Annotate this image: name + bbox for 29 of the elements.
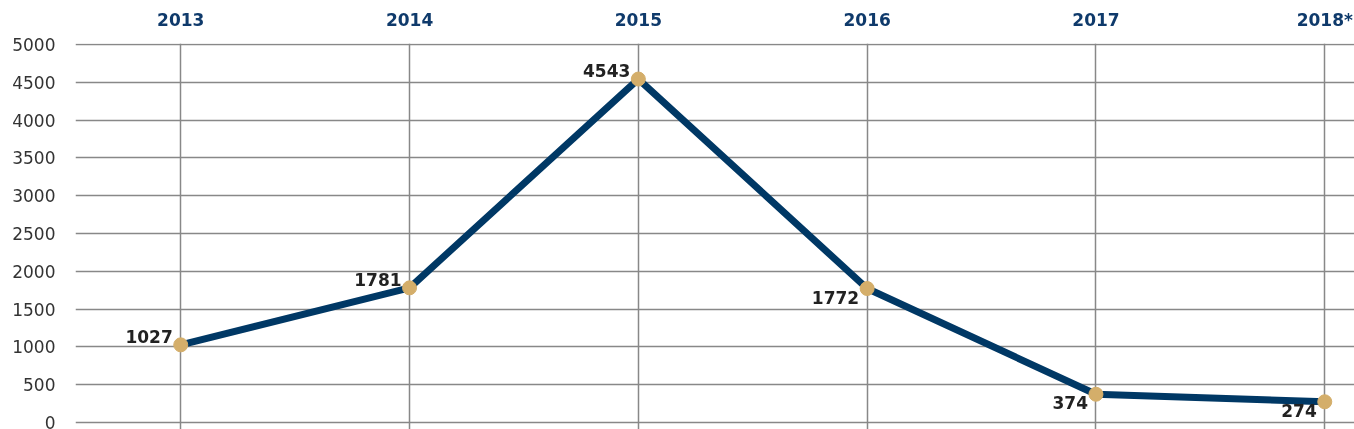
x-tick-label: 2016 bbox=[843, 9, 891, 30]
point bbox=[173, 337, 189, 353]
point bbox=[1317, 394, 1333, 410]
y-tick-label: 2500 bbox=[12, 224, 56, 244]
y-tick-label: 3500 bbox=[12, 148, 56, 169]
data-label: 4543 bbox=[583, 61, 631, 82]
y-tick-label: 2000 bbox=[12, 261, 56, 282]
y-tick-label: 1000 bbox=[12, 337, 56, 358]
y-tick-label: 4500 bbox=[12, 72, 56, 93]
data-label: 374 bbox=[1052, 393, 1089, 414]
y-tick-label: 3000 bbox=[12, 186, 56, 207]
y-tick-label: 500 bbox=[23, 375, 56, 396]
data-label: 1027 bbox=[125, 326, 173, 347]
data-label: 1781 bbox=[354, 269, 402, 290]
data-label: 1772 bbox=[811, 287, 860, 308]
y-tick-label: 0 bbox=[44, 413, 56, 429]
point bbox=[1088, 386, 1104, 402]
x-tick-label: 2015 bbox=[614, 9, 663, 30]
x-tick-label: 2018* bbox=[1296, 9, 1353, 30]
y-tick-label: 1500 bbox=[12, 299, 56, 320]
point bbox=[402, 280, 418, 296]
x-tick-label: 2013 bbox=[157, 9, 205, 30]
data-label: 274 bbox=[1281, 400, 1317, 421]
x-tick-label: 2017 bbox=[1072, 9, 1120, 30]
x-tick-label: 2014 bbox=[385, 9, 434, 30]
point bbox=[859, 281, 875, 297]
y-tick-label: 5000 bbox=[12, 35, 56, 55]
point bbox=[630, 71, 646, 87]
y-tick-label: 4000 bbox=[12, 110, 56, 131]
